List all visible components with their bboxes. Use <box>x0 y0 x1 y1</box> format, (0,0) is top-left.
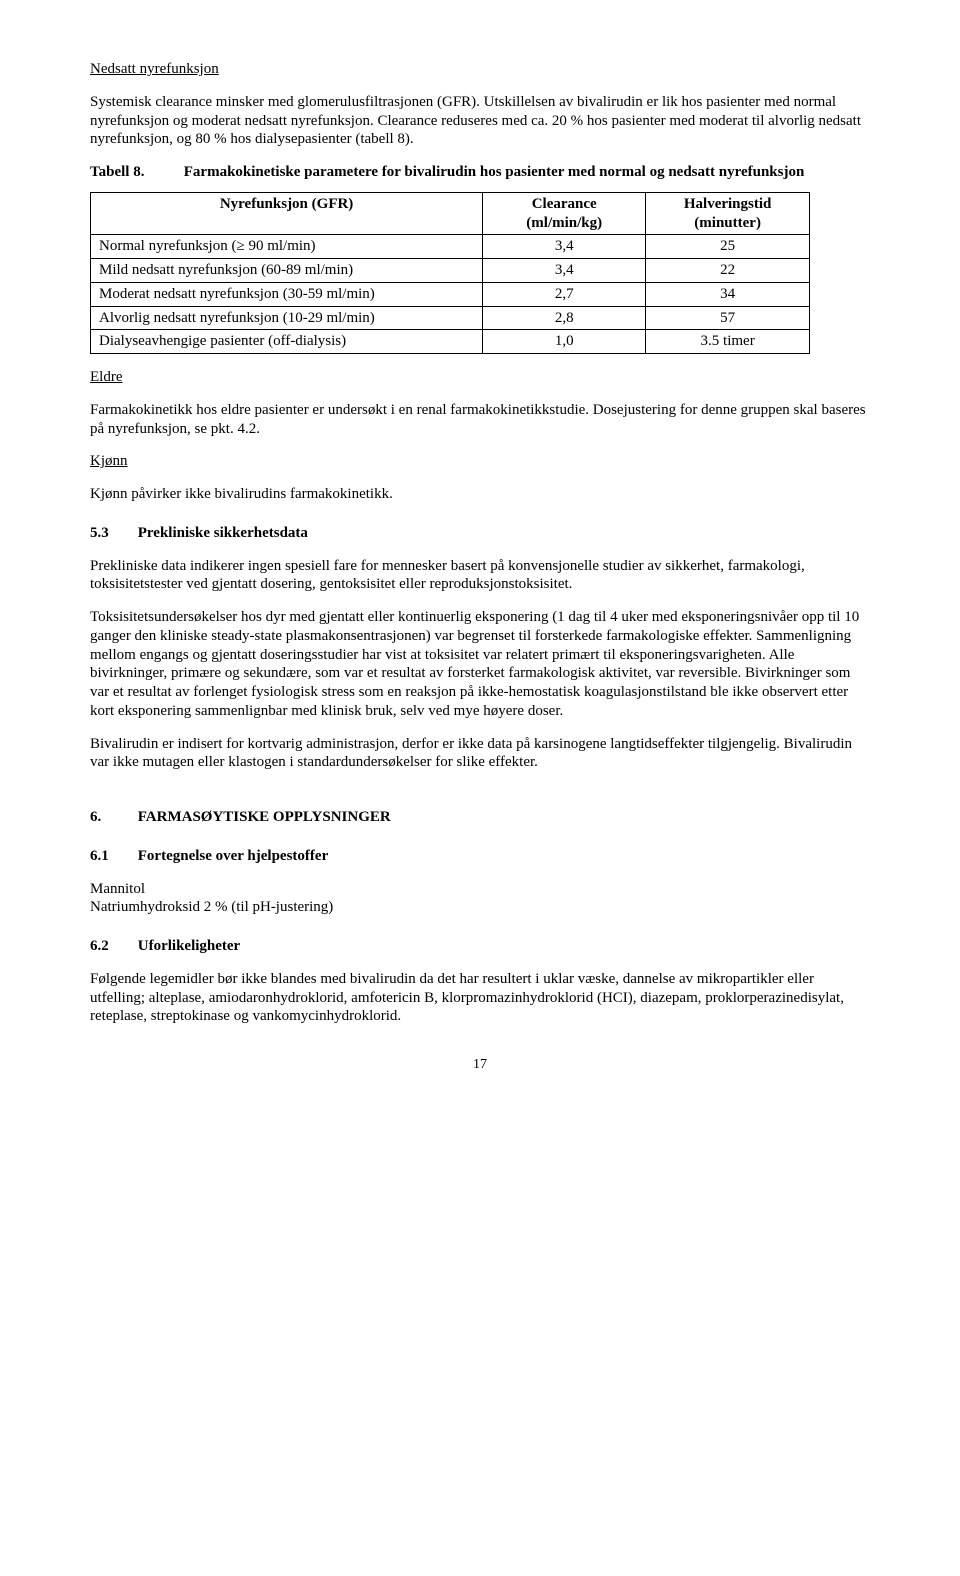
heading-kjonn: Kjønn <box>90 452 870 471</box>
paragraph-kjonn: Kjønn påvirker ikke bivalirudins farmako… <box>90 485 870 504</box>
cell-clearance: 1,0 <box>483 330 646 354</box>
table8-caption-text: Farmakokinetiske parametere for bivaliru… <box>184 163 824 182</box>
paragraph-eldre: Farmakokinetikk hos eldre pasienter er u… <box>90 401 870 439</box>
cell-gfr: Alvorlig nedsatt nyrefunksjon (10-29 ml/… <box>91 306 483 330</box>
cell-halflife: 22 <box>646 259 810 283</box>
col2-line1: Clearance <box>532 196 597 212</box>
heading-eldre: Eldre <box>90 368 870 387</box>
col2-line2: (ml/min/kg) <box>526 215 602 231</box>
heading-nedsatt-nyrefunksjon: Nedsatt nyrefunksjon <box>90 60 870 79</box>
cell-gfr: Mild nedsatt nyrefunksjon (60-89 ml/min) <box>91 259 483 283</box>
section-6-title: FARMASØYTISKE OPPLYSNINGER <box>138 808 391 827</box>
paragraph-62: Følgende legemidler bør ikke blandes med… <box>90 970 870 1026</box>
page-number: 17 <box>90 1056 870 1074</box>
cell-clearance: 2,8 <box>483 306 646 330</box>
table-row: Alvorlig nedsatt nyrefunksjon (10-29 ml/… <box>91 306 810 330</box>
cell-halflife: 34 <box>646 282 810 306</box>
table8-col3-header: Halveringstid (minutter) <box>646 192 810 235</box>
section-6-2-number: 6.2 <box>90 937 134 956</box>
table-row: Moderat nedsatt nyrefunksjon (30-59 ml/m… <box>91 282 810 306</box>
paragraph-1: Systemisk clearance minsker med glomerul… <box>90 93 870 149</box>
table8-caption: Tabell 8. Farmakokinetiske parametere fo… <box>90 163 870 182</box>
cell-halflife: 57 <box>646 306 810 330</box>
cell-clearance: 3,4 <box>483 235 646 259</box>
col3-line2: (minutter) <box>694 215 761 231</box>
section-5-3-number: 5.3 <box>90 524 134 543</box>
section-6-1-number: 6.1 <box>90 847 134 866</box>
cell-gfr: Dialyseavhengige pasienter (off-dialysis… <box>91 330 483 354</box>
section-6-1-title: Fortegnelse over hjelpestoffer <box>138 847 328 866</box>
cell-gfr: Normal nyrefunksjon (≥ 90 ml/min) <box>91 235 483 259</box>
cell-gfr: Moderat nedsatt nyrefunksjon (30-59 ml/m… <box>91 282 483 306</box>
section-5-3-title: Prekliniske sikkerhetsdata <box>138 524 308 543</box>
section-6-number: 6. <box>90 808 134 827</box>
paragraph-preclin1: Prekliniske data indikerer ingen spesiel… <box>90 557 870 595</box>
table8-col1-header: Nyrefunksjon (GFR) <box>91 192 483 235</box>
cell-halflife: 3.5 timer <box>646 330 810 354</box>
section-5-3-heading: 5.3 Prekliniske sikkerhetsdata <box>90 524 870 543</box>
table-header-row: Nyrefunksjon (GFR) Clearance (ml/min/kg)… <box>91 192 810 235</box>
paragraph-preclin3: Bivalirudin er indisert for kortvarig ad… <box>90 735 870 773</box>
section-6-1-heading: 6.1 Fortegnelse over hjelpestoffer <box>90 847 870 866</box>
table-row: Mild nedsatt nyrefunksjon (60-89 ml/min)… <box>91 259 810 283</box>
paragraph-preclin2: Toksisitetsundersøkelser hos dyr med gje… <box>90 608 870 721</box>
section-6-2-title: Uforlikeligheter <box>138 937 240 956</box>
col3-line1: Halveringstid <box>684 196 772 212</box>
table-row: Dialyseavhengige pasienter (off-dialysis… <box>91 330 810 354</box>
table8-label: Tabell 8. <box>90 163 180 182</box>
section-6-heading: 6. FARMASØYTISKE OPPLYSNINGER <box>90 808 870 827</box>
paragraph-61b: Natriumhydroksid 2 % (til pH-justering) <box>90 898 870 917</box>
table-row: Normal nyrefunksjon (≥ 90 ml/min) 3,4 25 <box>91 235 810 259</box>
cell-clearance: 3,4 <box>483 259 646 283</box>
cell-halflife: 25 <box>646 235 810 259</box>
table8: Nyrefunksjon (GFR) Clearance (ml/min/kg)… <box>90 192 810 354</box>
section-6-2-heading: 6.2 Uforlikeligheter <box>90 937 870 956</box>
table8-col2-header: Clearance (ml/min/kg) <box>483 192 646 235</box>
paragraph-61a: Mannitol <box>90 880 870 899</box>
cell-clearance: 2,7 <box>483 282 646 306</box>
